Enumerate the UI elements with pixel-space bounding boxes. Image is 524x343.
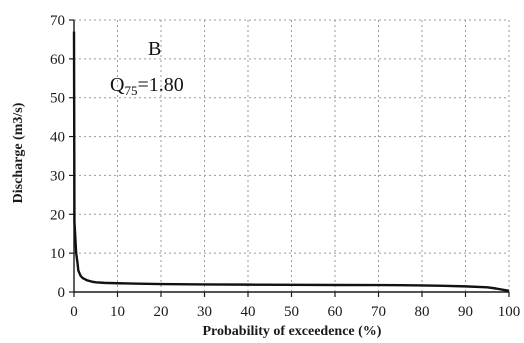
panel-label: B bbox=[148, 38, 161, 60]
y-tick-label: 0 bbox=[58, 285, 66, 301]
y-tick-label: 40 bbox=[50, 130, 65, 146]
x-tick-label: 50 bbox=[284, 304, 299, 320]
y-tick-label: 20 bbox=[50, 207, 65, 223]
x-tick-label: 100 bbox=[498, 304, 521, 320]
q75-value: =1.80 bbox=[137, 74, 183, 96]
x-tick-label: 60 bbox=[328, 304, 343, 320]
y-tick-label: 60 bbox=[50, 52, 65, 68]
q75-subscript: 75 bbox=[124, 83, 137, 98]
q75-main: Q bbox=[110, 74, 125, 96]
y-axis-title: Discharge (m3/s) bbox=[11, 102, 26, 203]
series-line-0 bbox=[72, 31, 510, 293]
y-axis-ticks: 0 10 20 30 40 50 60 70 bbox=[50, 13, 74, 301]
x-tick-label: 90 bbox=[458, 304, 473, 320]
y-tick-label: 70 bbox=[50, 13, 65, 29]
x-tick-label: 30 bbox=[197, 304, 212, 320]
y-tick-label: 50 bbox=[50, 91, 65, 107]
x-tick-label: 70 bbox=[371, 304, 386, 320]
y-tick-label: 10 bbox=[50, 246, 65, 262]
x-tick-label: 10 bbox=[110, 304, 125, 320]
q75-annotation: Q75=1.80 bbox=[110, 74, 184, 98]
x-tick-label: 0 bbox=[70, 304, 78, 320]
y-tick-label: 30 bbox=[50, 168, 65, 184]
x-tick-label: 20 bbox=[154, 304, 169, 320]
x-axis-ticks: 0 10 20 30 40 50 60 70 80 90 100 bbox=[70, 292, 520, 320]
x-tick-label: 80 bbox=[415, 304, 430, 320]
series-layer bbox=[72, 31, 510, 293]
x-tick-label: 40 bbox=[241, 304, 256, 320]
grid-lines bbox=[74, 19, 510, 292]
x-axis-title: Probability of exceedence (%) bbox=[203, 324, 382, 339]
